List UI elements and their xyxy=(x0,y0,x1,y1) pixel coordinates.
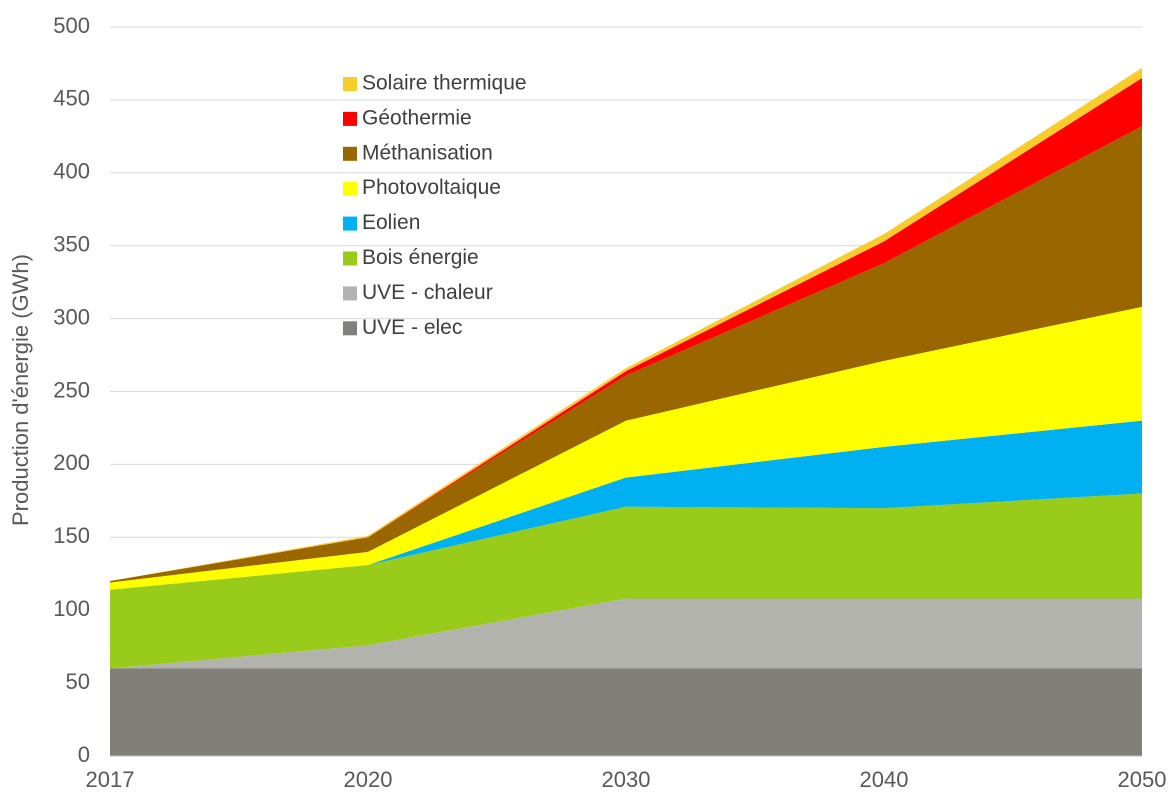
area xyxy=(110,306,1142,590)
y-tick-label: 500 xyxy=(53,13,90,38)
legend-swatch xyxy=(343,181,357,196)
legend-label: Eolien xyxy=(362,211,420,234)
area xyxy=(110,668,1142,756)
y-tick-label: 150 xyxy=(53,523,90,548)
legend-label: Solaire thermique xyxy=(362,72,527,95)
area xyxy=(110,420,1142,590)
y-tick-label: 400 xyxy=(53,159,90,184)
area xyxy=(110,493,1142,669)
y-tick-label: 450 xyxy=(53,86,90,111)
x-tick-label: 2050 xyxy=(1118,767,1167,792)
y-tick-label: 50 xyxy=(66,669,90,694)
legend-label: Photovoltaique xyxy=(362,176,501,199)
legend-swatch xyxy=(343,146,357,161)
legend-label: UVE - elec xyxy=(362,316,462,339)
y-tick-label: 350 xyxy=(53,232,90,257)
legend-swatch xyxy=(343,321,357,336)
legend-swatch xyxy=(343,286,357,301)
legend-label: Géothermie xyxy=(362,106,472,129)
legend-label: UVE - chaleur xyxy=(362,281,493,304)
y-tick-label: 0 xyxy=(78,742,90,767)
x-tick-label: 2017 xyxy=(86,767,135,792)
area xyxy=(110,598,1142,669)
legend-swatch xyxy=(343,77,357,91)
legend-label: Méthanisation xyxy=(362,141,493,164)
legend-swatch xyxy=(343,216,357,231)
y-tick-label: 100 xyxy=(53,596,90,621)
legend-swatch xyxy=(343,251,357,266)
x-tick-label: 2020 xyxy=(344,767,393,792)
legend-label: Bois énergie xyxy=(362,246,479,269)
x-tick-label: 2040 xyxy=(860,767,909,792)
y-tick-label: 300 xyxy=(53,304,90,329)
y-tick-label: 200 xyxy=(53,450,90,475)
y-tick-label: 250 xyxy=(53,377,90,402)
x-tick-label: 2030 xyxy=(602,767,651,792)
legend-swatch xyxy=(343,111,357,126)
y-axis-label: Production d'énergie (GWh) xyxy=(8,254,33,526)
